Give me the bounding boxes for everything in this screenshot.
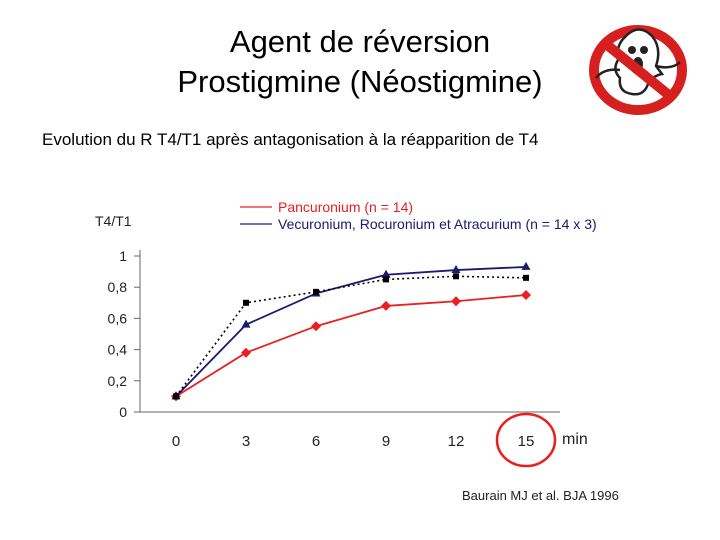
data-point-square — [383, 276, 389, 283]
y-tick-label: 0,2 — [108, 373, 128, 389]
series-line-1 — [175, 294, 527, 398]
x-axis-unit: min — [562, 431, 588, 448]
y-tick-label: 0,8 — [108, 279, 128, 295]
slide-subtitle: Evolution du R T4/T1 après antagonisatio… — [42, 130, 539, 149]
legend-label-2: Vecuronium, Rocuronium et Atracurium (n … — [278, 216, 597, 232]
y-axis-label: T4/T1 — [95, 213, 132, 229]
data-point-triangle — [521, 261, 531, 270]
slide-title: Agent de réversion Prostigmine (Néostigm… — [100, 22, 620, 102]
reference-citation: Baurain MJ et al. BJA 1996 — [462, 488, 619, 503]
data-point-diamond — [311, 321, 321, 332]
x-tick-label: 15 — [518, 433, 535, 450]
legend-label-1: Pancuronium (n = 14) — [278, 199, 413, 215]
data-point-square — [173, 393, 179, 400]
x-tick-label: 12 — [448, 433, 465, 450]
highlight-circle — [495, 412, 557, 468]
data-point-triangle — [241, 319, 251, 328]
y-tick-label: 1 — [119, 248, 127, 264]
x-tick-label: 9 — [382, 433, 390, 450]
y-tick-label: 0 — [119, 404, 127, 420]
x-tick-label: 6 — [312, 433, 320, 450]
no-ghost-icon — [589, 25, 687, 115]
data-point-square — [453, 273, 459, 280]
data-point-square — [523, 274, 529, 281]
data-point-diamond — [381, 300, 391, 311]
data-point-diamond — [521, 290, 531, 300]
title-line-2: Prostigmine (Néostigmine) — [177, 64, 543, 99]
y-tick-label: 0,4 — [108, 342, 128, 358]
x-tick-label: 3 — [242, 433, 250, 450]
series-line-3 — [175, 275, 527, 397]
x-tick-label: 0 — [172, 433, 180, 450]
series-line-2 — [175, 266, 527, 398]
data-point-square — [243, 299, 249, 306]
title-line-1: Agent de réversion — [229, 24, 491, 59]
data-point-square — [313, 288, 319, 295]
data-point-triangle — [381, 269, 391, 278]
y-tick-label: 0,6 — [108, 310, 128, 326]
data-point-diamond — [451, 296, 461, 307]
data-point-triangle — [451, 265, 461, 274]
data-point-diamond — [241, 347, 251, 358]
